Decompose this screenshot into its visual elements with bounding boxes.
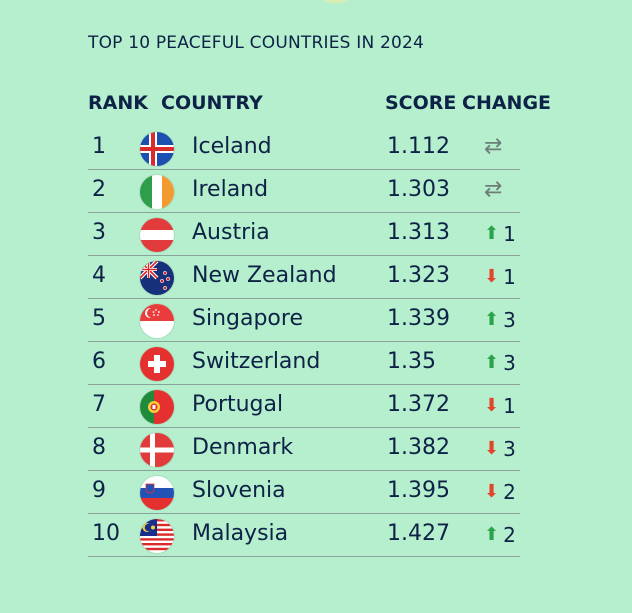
rank-cell: 6 xyxy=(92,349,106,374)
country-cell: Austria xyxy=(192,220,270,245)
table-row: 8 Denmark 1.382 ⬇ 3 xyxy=(88,428,520,471)
change-cell: ⬇ 1 xyxy=(484,394,516,418)
table-row: 6 Switzerland 1.35 ⬆ 3 xyxy=(88,342,520,385)
new-zealand-flag-icon xyxy=(140,261,174,295)
ranking-table: 1 Iceland 1.112 ⇄ 2 Ireland 1.303 ⇄ 3 Austria 1.31… xyxy=(88,127,520,557)
score-cell: 1.323 xyxy=(387,263,450,288)
score-cell: 1.427 xyxy=(387,521,450,546)
change-cell: ⬇ 3 xyxy=(484,437,516,461)
leaf-decoration-icon xyxy=(322,0,349,4)
change-header: CHANGE xyxy=(462,92,552,114)
page-title: TOP 10 PEACEFUL COUNTRIES IN 2024 xyxy=(88,33,425,53)
change-value: 1 xyxy=(503,265,516,289)
country-cell: Denmark xyxy=(192,435,294,460)
change-cell: ⬆ 2 xyxy=(484,523,516,547)
change-value: 3 xyxy=(503,308,516,332)
change-cell: ⇄ xyxy=(484,179,506,201)
arrow-down-icon: ⬇ xyxy=(484,481,500,502)
rank-cell: 1 xyxy=(92,134,106,159)
score-cell: 1.303 xyxy=(387,177,450,202)
country-cell: Ireland xyxy=(192,177,269,202)
rank-cell: 4 xyxy=(92,263,106,288)
arrow-down-icon: ⬇ xyxy=(484,438,500,459)
change-value: 2 xyxy=(503,480,516,504)
table-row: 1 Iceland 1.112 ⇄ xyxy=(88,127,520,170)
switzerland-flag-icon xyxy=(140,347,174,381)
change-cell: ⬆ 1 xyxy=(484,222,516,246)
change-cell: ⬇ 1 xyxy=(484,265,516,289)
rank-cell: 9 xyxy=(92,478,106,503)
rank-cell: 8 xyxy=(92,435,106,460)
score-cell: 1.313 xyxy=(387,220,450,245)
change-cell: ⬆ 3 xyxy=(484,351,516,375)
score-header: SCORE xyxy=(385,92,457,114)
denmark-flag-icon xyxy=(140,433,174,467)
score-cell: 1.382 xyxy=(387,435,450,460)
rank-cell: 2 xyxy=(92,177,106,202)
table-row: 9 Slovenia 1.395 ⬇ 2 xyxy=(88,471,520,514)
arrow-down-icon: ⬇ xyxy=(484,395,500,416)
singapore-flag-icon xyxy=(140,304,174,338)
arrow-up-icon: ⬆ xyxy=(484,223,500,244)
table-row: 10 Malaysia 1.427 ⬆ 2 xyxy=(88,514,520,557)
no-change-icon: ⇄ xyxy=(484,134,503,159)
change-cell: ⇄ xyxy=(484,136,506,158)
table-row: 3 Austria 1.313 ⬆ 1 xyxy=(88,213,520,256)
country-cell: Singapore xyxy=(192,306,303,331)
change-value: 2 xyxy=(503,523,516,547)
change-cell: ⬆ 3 xyxy=(484,308,516,332)
score-cell: 1.395 xyxy=(387,478,450,503)
malaysia-flag-icon xyxy=(140,519,174,553)
arrow-up-icon: ⬆ xyxy=(484,309,500,330)
arrow-up-icon: ⬆ xyxy=(484,524,500,545)
rank-cell: 3 xyxy=(92,220,106,245)
austria-flag-icon xyxy=(140,218,174,252)
country-cell: Slovenia xyxy=(192,478,286,503)
arrow-up-icon: ⬆ xyxy=(484,352,500,373)
table-row: 2 Ireland 1.303 ⇄ xyxy=(88,170,520,213)
arrow-down-icon: ⬇ xyxy=(484,266,500,287)
no-change-icon: ⇄ xyxy=(484,177,503,202)
table-row: 7 Portugal 1.372 ⬇ 1 xyxy=(88,385,520,428)
change-value: 3 xyxy=(503,437,516,461)
country-cell: Portugal xyxy=(192,392,284,417)
rank-header: RANK xyxy=(88,92,148,114)
rank-cell: 5 xyxy=(92,306,106,331)
country-cell: Switzerland xyxy=(192,349,321,374)
country-cell: New Zealand xyxy=(192,263,337,288)
change-value: 3 xyxy=(503,351,516,375)
slovenia-flag-icon xyxy=(140,476,174,510)
portugal-flag-icon xyxy=(140,390,174,424)
score-cell: 1.372 xyxy=(387,392,450,417)
country-header: COUNTRY xyxy=(161,92,263,114)
table-row: 4 New Zealand 1.323 ⬇ 1 xyxy=(88,256,520,299)
country-cell: Malaysia xyxy=(192,521,289,546)
score-cell: 1.339 xyxy=(387,306,450,331)
change-value: 1 xyxy=(503,222,516,246)
rank-cell: 7 xyxy=(92,392,106,417)
score-cell: 1.112 xyxy=(387,134,450,159)
rank-cell: 10 xyxy=(92,521,120,546)
change-cell: ⬇ 2 xyxy=(484,480,516,504)
iceland-flag-icon xyxy=(140,132,174,166)
score-cell: 1.35 xyxy=(387,349,436,374)
country-cell: Iceland xyxy=(192,134,272,159)
change-value: 1 xyxy=(503,394,516,418)
table-row: 5 Singapore 1.339 ⬆ 3 xyxy=(88,299,520,342)
ireland-flag-icon xyxy=(140,175,174,209)
